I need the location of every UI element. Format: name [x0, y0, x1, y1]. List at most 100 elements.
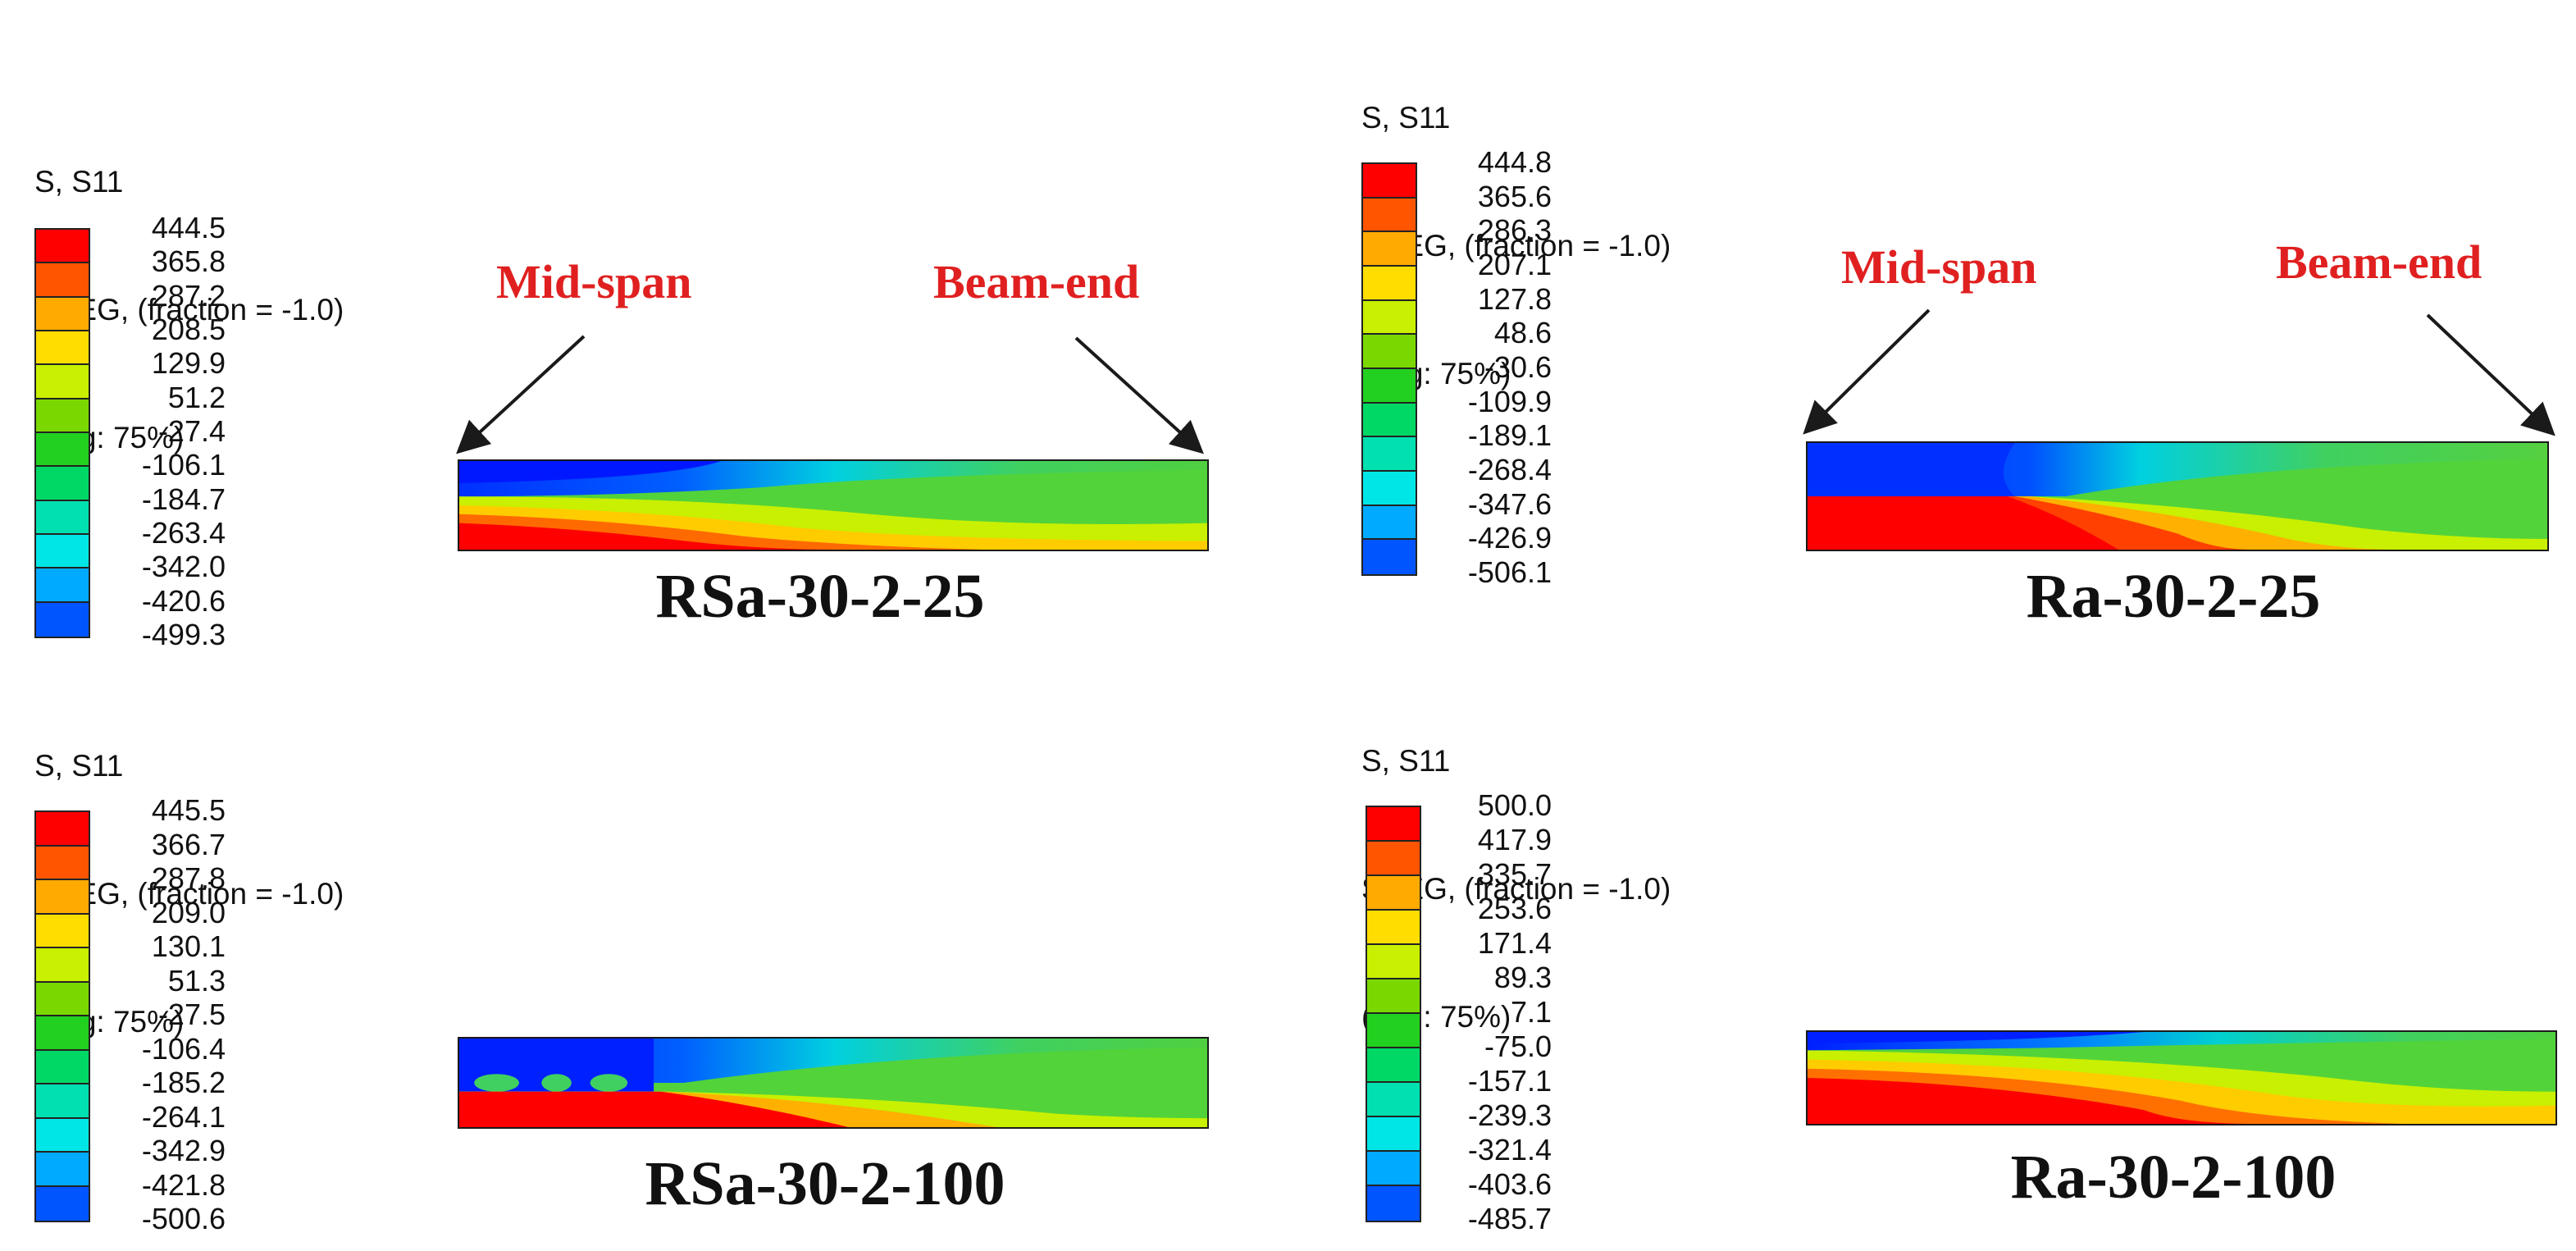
- legend-tick-label: 445.5: [151, 793, 226, 827]
- legend-tick-label: 89.3: [1493, 961, 1552, 994]
- legend-color-band: [1367, 979, 1420, 1014]
- legend-tick-label: 335.7: [1477, 857, 1552, 891]
- legend-color-band: [36, 399, 89, 433]
- legend-tick-label: 48.6: [1493, 316, 1552, 350]
- legend-tick-label: -321.4: [1467, 1133, 1552, 1167]
- legend-tick-label: -185.2: [141, 1066, 226, 1099]
- legend-color-band: [36, 982, 89, 1016]
- legend-tick-label: -239.3: [1467, 1098, 1552, 1132]
- stress-contour-beam-ra-30-2-25: [1806, 441, 2549, 551]
- legend-color-band: [36, 1153, 89, 1187]
- stress-contour-beam-rsa-30-2-100: [458, 1037, 1209, 1129]
- legend-tick-label: -403.6: [1467, 1167, 1552, 1201]
- legend-tick-label: 207.1: [1477, 248, 1552, 281]
- legend-tick-label: 130.1: [151, 929, 226, 963]
- legend-tick-label: -342.0: [141, 550, 226, 584]
- panel-label: RSa-30-2-100: [645, 1149, 1005, 1218]
- panel-label: Ra-30-2-25: [2026, 562, 2321, 631]
- legend-tick-label: -347.6: [1467, 486, 1552, 521]
- legend-tick-label: 129.9: [151, 346, 226, 381]
- legend-tick-label: -264.1: [141, 1099, 226, 1134]
- legend-color-band: [1363, 403, 1416, 438]
- legend-tick-label: 127.8: [1477, 281, 1552, 316]
- legend-tick-label: -75.0: [1484, 1030, 1552, 1063]
- legend-color-band: [36, 1016, 89, 1051]
- legend-color-band: [36, 1084, 89, 1119]
- legend-color-band: [36, 846, 89, 880]
- legend-tick-label: 365.6: [1477, 179, 1552, 213]
- legend-tick-label: -189.1: [1467, 418, 1552, 453]
- legend-tick-label: 51.2: [167, 380, 226, 414]
- legend-color-band: [36, 1118, 89, 1153]
- arrow-beam-end: [1074, 336, 1204, 454]
- legend-color-band: [1367, 1152, 1420, 1186]
- annotation-mid-span: Mid-span: [1841, 240, 2037, 294]
- legend-color-band: [1367, 1048, 1420, 1083]
- legend-tick-label: -499.3: [141, 618, 226, 651]
- legend-tick-label: 7.1: [1510, 995, 1552, 1029]
- legend-title: S, S11: [34, 749, 124, 783]
- legend-color-band: [1363, 437, 1416, 472]
- legend-color-band: [36, 534, 89, 569]
- legend-color-band: [1363, 540, 1416, 574]
- legend-color-band: [1367, 876, 1420, 911]
- legend-title: S, S11: [1361, 744, 1451, 778]
- legend-color-band: [1363, 368, 1416, 404]
- legend-tick-label: 286.3: [1477, 213, 1552, 248]
- legend-tick-label: -268.4: [1467, 453, 1552, 486]
- legend-tick-label: -421.8: [141, 1167, 226, 1202]
- legend-tick-label: -485.7: [1467, 1202, 1552, 1235]
- color-legend-bar: [1366, 806, 1421, 1222]
- legend-color-band: [1363, 471, 1416, 506]
- legend-title: S, S11: [34, 165, 124, 199]
- legend-color-band: [1363, 300, 1416, 336]
- legend-color-band: [1363, 266, 1416, 301]
- legend-tick-label: 209.0: [151, 895, 226, 929]
- stress-contour-beam-rsa-30-2-25: [458, 459, 1209, 551]
- legend-tick-label: -184.7: [141, 482, 226, 516]
- legend-color-band: [36, 263, 89, 298]
- legend-tick-label: -27.5: [157, 998, 226, 1031]
- legend-color-band: [36, 297, 89, 331]
- arrow-beam-end: [2426, 313, 2555, 436]
- legend-tick-label: -426.9: [1467, 521, 1552, 555]
- legend-tick-label: -27.4: [157, 414, 226, 448]
- legend-color-band: [1367, 911, 1420, 945]
- legend-tick-label: 51.3: [167, 963, 226, 998]
- arrow-mid-span: [456, 335, 586, 454]
- legend-tick-label: 444.8: [1477, 145, 1552, 179]
- color-legend-bar: [1361, 162, 1417, 576]
- legend-tick-label: -30.6: [1484, 350, 1552, 384]
- legend-color-band: [36, 602, 89, 637]
- legend-tick-label: 444.5: [151, 211, 226, 244]
- annotation-beam-end: Beam-end: [933, 255, 1140, 308]
- legend-tick-label: 287.2: [151, 278, 226, 313]
- legend-color-band: [1363, 164, 1416, 199]
- legend-title: S, S11: [1361, 101, 1451, 135]
- legend-color-band: [1363, 335, 1416, 369]
- legend-color-band: [36, 880, 89, 915]
- legend-tick-label: 365.8: [151, 244, 226, 279]
- legend-color-band: [36, 1186, 89, 1221]
- legend-color-band: [36, 948, 89, 983]
- legend-color-band: [36, 812, 89, 847]
- arrow-mid-span: [1803, 308, 1931, 435]
- annotation-mid-span: Mid-span: [496, 255, 692, 308]
- legend-tick-label: -263.4: [141, 516, 226, 550]
- legend-tick-label: 366.7: [151, 827, 226, 861]
- legend-header-ra-30-2-25: S, S11 SNEG, (fraction = -1.0) (Avg: 75%…: [1361, 11, 1671, 438]
- legend-color-band: [36, 230, 89, 264]
- legend-tick-label: -500.6: [141, 1202, 226, 1235]
- legend-color-band: [1367, 1014, 1420, 1048]
- legend-tick-label: -109.9: [1467, 384, 1552, 418]
- legend-color-band: [1367, 1186, 1420, 1221]
- panel-label: Ra-30-2-100: [2010, 1143, 2337, 1212]
- legend-tick-label: 417.9: [1477, 823, 1552, 856]
- legend-color-band: [36, 500, 89, 535]
- color-legend-bar: [34, 228, 90, 638]
- legend-color-band: [1363, 232, 1416, 267]
- legend-color-band: [36, 914, 89, 948]
- legend-color-band: [1363, 198, 1416, 233]
- color-legend-bar: [34, 810, 90, 1222]
